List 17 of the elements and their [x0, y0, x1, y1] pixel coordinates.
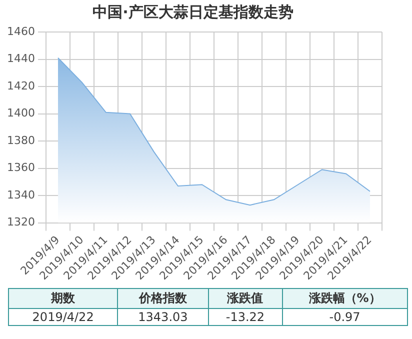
text: 期数 [8, 288, 118, 308]
y-tick-label: 1320 [6, 216, 35, 229]
y-tick-label: 1340 [6, 188, 35, 202]
chart-title: 中国·产区大蒜日定基指数走势 [92, 2, 294, 21]
y-tick-label: 1360 [6, 161, 35, 174]
text: 涨跌幅（%） [282, 288, 408, 308]
text: 涨跌值 [208, 288, 282, 308]
y-tick-label: 1400 [6, 106, 35, 120]
text: 1343.03 [118, 308, 208, 326]
text: 2019/4/22 [8, 308, 118, 326]
text: 价格指数 [118, 288, 208, 308]
y-tick-label: 1420 [6, 79, 35, 92]
y-tick-label: 1460 [6, 24, 35, 38]
y-tick-label: 1440 [6, 52, 35, 66]
text: -13.22 [208, 308, 282, 326]
text: -0.97 [282, 308, 408, 326]
y-tick-label: 1380 [6, 134, 35, 147]
